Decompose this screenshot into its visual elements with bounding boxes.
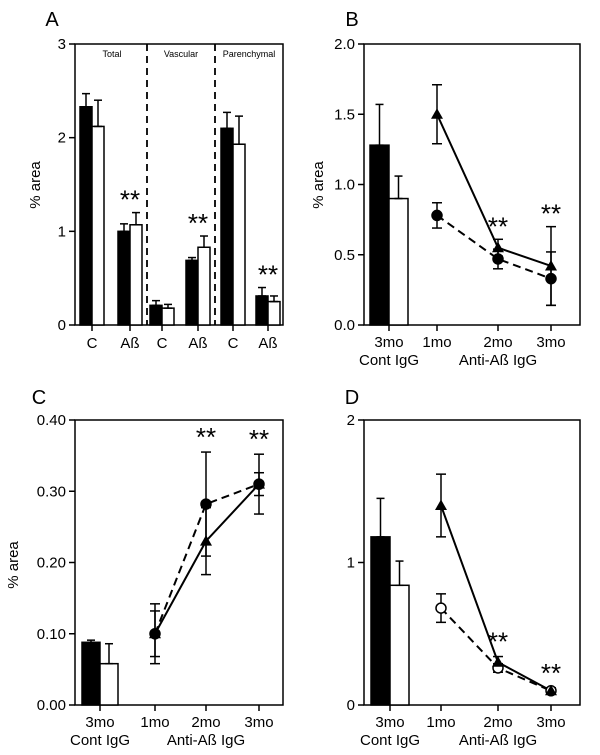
significance-stars: ** [541, 658, 561, 688]
series-triangle-marker [492, 241, 504, 253]
x-category-label: C [157, 335, 168, 352]
series-circle-line [154, 483, 260, 635]
x-category-label: 1mo [422, 334, 451, 351]
x-category-label: 2mo [191, 714, 220, 731]
panel-a-label: A [45, 9, 59, 31]
panel-a-y-axis-label: % area [27, 161, 44, 209]
y-tick-label: 0 [347, 697, 355, 714]
y-tick-label: 1.0 [334, 177, 355, 194]
series-triangle-marker [492, 656, 504, 667]
series-triangle-marker [149, 627, 161, 639]
series-circle-marker [200, 498, 212, 510]
y-tick-label: 0.10 [37, 626, 66, 643]
bar-filled [117, 230, 131, 326]
x-category-label: C [228, 335, 239, 352]
y-tick-label: 1 [58, 223, 66, 240]
panel-c-label: C [32, 387, 46, 409]
region-label: Total [102, 49, 121, 59]
y-tick-label: 3 [58, 36, 66, 53]
y-tick-label: 2.0 [334, 36, 355, 53]
bar-open [161, 307, 175, 326]
series-triangle-marker [545, 684, 557, 696]
x-category-label: Aß [188, 335, 207, 352]
x-category-label: 1mo [140, 714, 169, 731]
bar-open [129, 224, 143, 326]
bar-filled [370, 536, 391, 706]
series-circle-marker [492, 253, 504, 265]
bar-filled [220, 127, 234, 326]
x-category-label: 2mo [483, 714, 512, 731]
y-tick-label: 0 [58, 317, 66, 334]
bar-open [232, 143, 246, 326]
x-category-label: 3mo [85, 714, 114, 731]
y-tick-label: 2 [58, 130, 66, 147]
panel-c-y-axis-label: % area [5, 541, 22, 589]
significance-stars: ** [196, 422, 216, 452]
bar-open [389, 584, 410, 706]
series-triangle-marker [253, 478, 265, 489]
significance-stars: ** [120, 185, 140, 215]
significance-stars: ** [488, 211, 508, 241]
x-category-label: 3mo [375, 714, 404, 731]
y-tick-label: 0.0 [334, 317, 355, 334]
bar-filled [79, 106, 93, 326]
y-tick-label: 1.5 [334, 106, 355, 123]
y-tick-label: 2 [347, 412, 355, 429]
bar-open [91, 125, 105, 326]
significance-stars: ** [541, 199, 561, 229]
x-category-label: C [87, 335, 98, 352]
series-triangle-marker [545, 259, 557, 271]
panel-b-label: B [345, 9, 358, 31]
series-triangle-line [436, 113, 552, 267]
region-label: Vascular [164, 49, 198, 59]
series-circle-marker [435, 602, 447, 614]
significance-stars: ** [249, 424, 269, 454]
panel-b-y-axis-label: % area [310, 161, 327, 209]
group-label: Cont IgG [360, 732, 420, 749]
panel-d-label: D [345, 387, 359, 409]
group-label: Cont IgG [70, 732, 130, 749]
bar-filled [369, 144, 390, 326]
bar-filled [149, 304, 163, 326]
series-triangle-marker [435, 499, 447, 510]
bar-filled [185, 259, 199, 326]
x-category-label: 3mo [374, 334, 403, 351]
bar-open [99, 662, 119, 706]
y-tick-label: 0.00 [37, 697, 66, 714]
x-category-label: 3mo [536, 334, 565, 351]
y-tick-label: 1 [347, 555, 355, 572]
x-category-label: Aß [120, 335, 139, 352]
bar-open [267, 300, 281, 326]
group-label: Anti-Aß IgG [167, 732, 245, 749]
region-label: Parenchymal [223, 49, 276, 59]
series-triangle-marker [431, 108, 443, 119]
series-triangle-marker [200, 535, 212, 546]
bar-filled [255, 295, 269, 326]
bar-filled [81, 641, 101, 706]
x-category-label: 3mo [536, 714, 565, 731]
x-category-label: 1mo [426, 714, 455, 731]
x-category-label: Aß [258, 335, 277, 352]
group-label: Cont IgG [359, 352, 419, 369]
y-tick-label: 0.5 [334, 247, 355, 264]
y-tick-label: 0.20 [37, 555, 66, 572]
bar-open [388, 197, 409, 326]
panel-a-frame [74, 43, 284, 326]
x-category-label: 2mo [483, 334, 512, 351]
x-category-label: 3mo [244, 714, 273, 731]
panel-c-frame [74, 419, 284, 706]
group-label: Anti-Aß IgG [459, 352, 537, 369]
y-tick-label: 0.30 [37, 483, 66, 500]
y-tick-label: 0.40 [37, 412, 66, 429]
significance-stars: ** [258, 260, 278, 290]
series-circle-marker [545, 272, 557, 285]
bar-open [197, 246, 211, 326]
group-label: Anti-Aß IgG [459, 732, 537, 749]
significance-stars: ** [188, 208, 208, 238]
series-circle-marker [431, 209, 443, 222]
significance-stars: ** [488, 627, 508, 657]
